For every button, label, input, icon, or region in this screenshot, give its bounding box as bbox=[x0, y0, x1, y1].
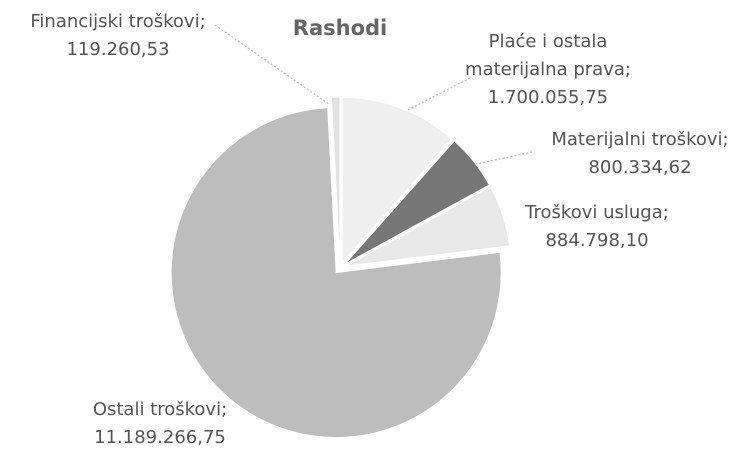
pie-slice bbox=[330, 96, 341, 263]
leader-line bbox=[397, 77, 471, 116]
data-label: Troškovi usluga; 884.798,10 bbox=[487, 199, 707, 255]
leader-line bbox=[214, 24, 331, 106]
data-label: Materijalni troškovi; 800.334,62 bbox=[530, 126, 748, 182]
chart-title: Rashodi bbox=[292, 16, 388, 40]
label-name: Troškovi usluga; bbox=[525, 202, 669, 223]
pie-slice bbox=[170, 107, 502, 439]
data-label: Financijski troškovi; 119.260,53 bbox=[0, 8, 238, 64]
label-value: 800.334,62 bbox=[588, 157, 692, 178]
label-value: 11.189.266,75 bbox=[94, 427, 226, 448]
label-value: 884.798,10 bbox=[545, 230, 649, 251]
label-name: Materijalni troškovi; bbox=[551, 129, 729, 150]
label-name: Plaće i ostala materijalna prava; bbox=[465, 31, 631, 80]
label-value: 119.260,53 bbox=[66, 39, 170, 60]
label-name: Financijski troškovi; bbox=[30, 11, 206, 32]
label-value: 1.700.055,75 bbox=[487, 87, 609, 108]
pie-slice bbox=[344, 140, 491, 265]
leader-line bbox=[471, 151, 533, 166]
data-label: Plaće i ostala materijalna prava; 1.700.0… bbox=[458, 28, 638, 112]
data-label: Ostali troškovi; 11.189.266,75 bbox=[50, 396, 270, 452]
pie-slice bbox=[345, 186, 511, 267]
pie-slice bbox=[341, 96, 453, 264]
label-name: Ostali troškovi; bbox=[92, 399, 228, 420]
